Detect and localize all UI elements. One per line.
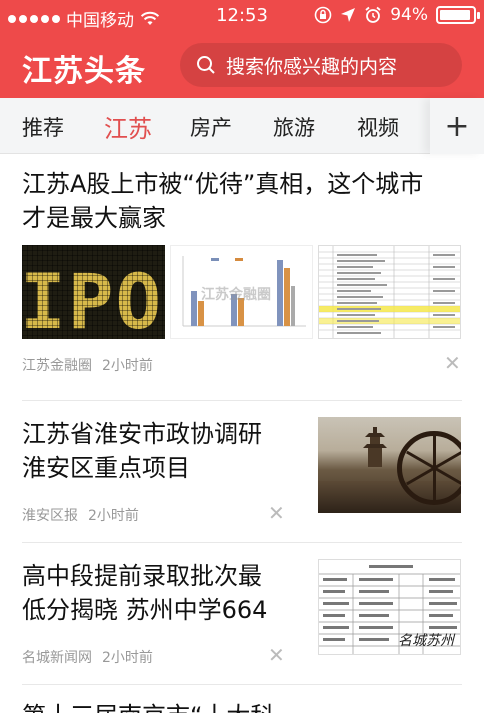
news-title: 第十三届南京市“十大科 <box>22 699 274 713</box>
image-signature: 名城苏州 <box>398 633 454 649</box>
news-time: 2小时前 <box>102 650 153 666</box>
tab-jiangsu[interactable]: 江苏 <box>104 115 152 143</box>
news-title-line: 江苏A股上市被“优待”真相，这个城市 <box>22 170 424 198</box>
news-image-chart: 江苏金融圈 <box>170 245 313 339</box>
news-image-ipo: IPO <box>22 245 165 339</box>
search-placeholder: 搜索你感兴趣的内容 <box>226 55 398 78</box>
image-watermark: 江苏金融圈 <box>201 287 271 303</box>
news-meta: 江苏金融圈 2小时前 <box>22 355 153 375</box>
location-icon <box>341 8 356 22</box>
dismiss-button[interactable]: ✕ <box>268 643 285 667</box>
dismiss-button[interactable]: ✕ <box>444 351 461 375</box>
battery-percent: 94% <box>390 5 428 25</box>
news-title: 江苏A股上市被“优待”真相，这个城市 才是最大赢家 <box>22 167 423 235</box>
news-title-line: 才是最大赢家 <box>22 204 166 232</box>
pagoda-shape <box>363 427 387 467</box>
battery-icon <box>436 6 480 24</box>
news-meta: 名城新闻网 2小时前 <box>22 647 153 667</box>
waterwheel-shape <box>397 431 461 505</box>
news-item[interactable]: 高中段提前录取批次最 低分揭晓 苏州中学664 <box>0 543 484 685</box>
news-image-landscape <box>318 417 461 513</box>
news-meta: 淮安区报 2小时前 <box>22 505 139 525</box>
news-title: 江苏省淮安市政协调研 淮安区重点项目 <box>22 417 262 485</box>
search-bar[interactable]: 搜索你感兴趣的内容 <box>180 43 462 87</box>
alarm-icon <box>365 6 381 23</box>
channel-tabs: 推荐 江苏 房产 旅游 视频 + <box>0 98 484 154</box>
wifi-icon <box>140 11 160 25</box>
add-channel-button[interactable]: + <box>430 98 484 154</box>
news-image-score-table: 名城苏州 <box>318 559 461 655</box>
news-title-line: 江苏省淮安市政协调研 <box>22 420 262 448</box>
dismiss-button[interactable]: ✕ <box>268 501 285 525</box>
news-image-table <box>318 245 461 339</box>
news-title-line: 第十三届南京市“十大科 <box>22 699 274 713</box>
tab-travel[interactable]: 旅游 <box>273 116 315 140</box>
signal-strength-icon <box>8 14 60 23</box>
ipo-image-text: IPO <box>22 257 164 339</box>
tab-property[interactable]: 房产 <box>190 116 232 140</box>
news-title-line: 淮安区重点项目 <box>22 454 190 482</box>
news-item[interactable]: 江苏省淮安市政协调研 淮安区重点项目 淮安区报 2小时前 ✕ <box>0 401 484 543</box>
table-thumbnail <box>319 246 460 338</box>
status-bar: 中国移动 12:53 94% <box>0 0 484 34</box>
news-item[interactable]: 江苏A股上市被“优待”真相，这个城市 才是最大赢家 IPO 江苏金融圈 <box>0 155 484 401</box>
news-title: 高中段提前录取批次最 低分揭晓 苏州中学664 <box>22 559 267 627</box>
news-title-line: 高中段提前录取批次最 <box>22 562 262 590</box>
news-item[interactable]: 第十三届南京市“十大科 <box>0 685 484 713</box>
tab-video[interactable]: 视频 <box>357 116 399 140</box>
news-source: 淮安区报 <box>22 508 78 524</box>
table-thumbnail <box>319 565 460 654</box>
news-source: 名城新闻网 <box>22 650 92 666</box>
news-time: 2小时前 <box>102 358 153 374</box>
news-title-line: 低分揭晓 苏州中学664 <box>22 596 268 624</box>
news-source: 江苏金融圈 <box>22 358 92 374</box>
app-logo: 江苏头条 <box>22 54 146 89</box>
clock: 12:53 <box>216 5 268 26</box>
orientation-lock-icon <box>314 6 332 24</box>
carrier-label: 中国移动 <box>66 11 134 31</box>
bar-chart-thumbnail <box>182 256 306 327</box>
tab-recommend[interactable]: 推荐 <box>22 116 64 140</box>
news-time: 2小时前 <box>88 508 139 524</box>
search-icon <box>197 56 215 74</box>
app-header: 江苏头条 搜索你感兴趣的内容 <box>0 34 484 98</box>
